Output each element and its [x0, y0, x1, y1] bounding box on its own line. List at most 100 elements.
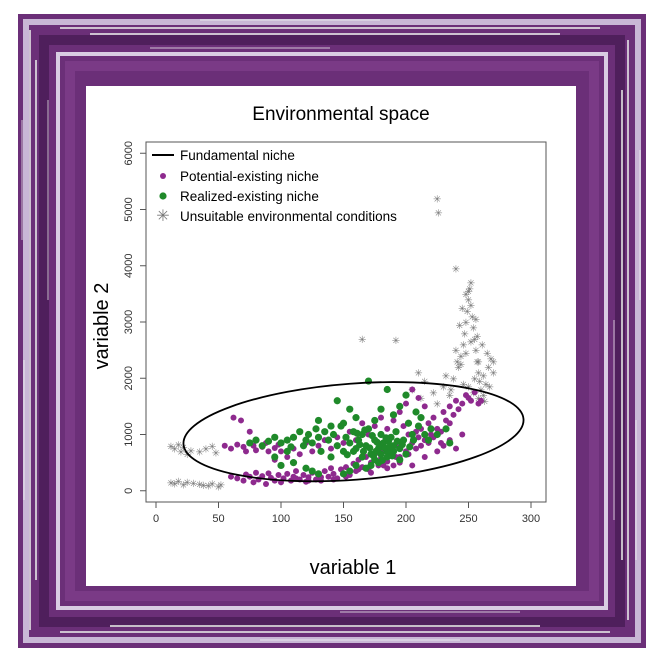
point-potential-existing-niche	[440, 442, 447, 449]
point-realized-existing-niche	[314, 416, 323, 425]
point-unsuitable-environmental-conditions: ✳	[464, 287, 472, 298]
y-tick-label: 0	[123, 488, 135, 494]
point-realized-existing-niche	[314, 433, 323, 441]
point-potential-existing-niche	[430, 414, 437, 421]
chart-title: Environmental space	[252, 104, 429, 125]
point-unsuitable-environmental-conditions: ✳	[183, 478, 191, 489]
legend-swatch-unsuitable: ✳	[156, 208, 169, 225]
point-realized-existing-niche	[304, 430, 313, 439]
point-unsuitable-environmental-conditions: ✳	[167, 442, 175, 453]
point-potential-existing-niche	[425, 420, 432, 427]
point-unsuitable-environmental-conditions: ✳	[392, 336, 400, 347]
point-unsuitable-environmental-conditions: ✳	[474, 369, 482, 380]
point-realized-existing-niche	[404, 419, 413, 427]
x-tick-label: 300	[522, 513, 540, 525]
point-unsuitable-environmental-conditions: ✳	[489, 357, 497, 368]
point-potential-existing-niche	[265, 448, 272, 455]
point-realized-existing-niche	[283, 436, 291, 444]
point-realized-existing-niche	[346, 467, 354, 475]
point-potential-existing-niche	[359, 420, 366, 427]
x-tick-label: 150	[334, 513, 352, 525]
point-potential-existing-niche	[418, 442, 424, 449]
point-unsuitable-environmental-conditions: ✳	[472, 346, 480, 357]
point-realized-existing-niche	[412, 408, 420, 416]
point-realized-existing-niche	[386, 443, 394, 451]
x-tick-label: 50	[212, 513, 224, 525]
point-unsuitable-environmental-conditions: ✳	[196, 447, 204, 458]
point-realized-existing-niche	[289, 459, 298, 467]
point-unsuitable-environmental-conditions: ✳	[481, 397, 489, 408]
point-unsuitable-environmental-conditions: ✳	[467, 301, 475, 312]
point-unsuitable-environmental-conditions: ✳	[462, 290, 470, 301]
point-potential-existing-niche	[284, 454, 291, 460]
point-potential-existing-niche	[328, 465, 334, 472]
point-unsuitable-environmental-conditions: ✳	[171, 445, 179, 456]
point-realized-existing-niche	[296, 428, 304, 436]
point-potential-existing-niche	[434, 448, 441, 455]
point-potential-existing-niche	[263, 481, 269, 487]
point-potential-existing-niche	[396, 409, 403, 415]
legend-swatch-potential-niche	[160, 173, 166, 179]
point-potential-existing-niche	[284, 470, 291, 477]
point-potential-existing-niche	[400, 423, 407, 430]
point-potential-existing-niche	[453, 397, 459, 404]
y-tick-label: 3000	[123, 310, 135, 334]
point-potential-existing-niche	[415, 434, 422, 441]
point-potential-existing-niche	[234, 475, 241, 482]
point-realized-existing-niche	[366, 444, 374, 452]
point-realized-existing-niche	[339, 470, 348, 478]
point-unsuitable-environmental-conditions: ✳	[449, 374, 457, 385]
point-realized-existing-niche	[383, 385, 391, 394]
point-potential-existing-niche	[221, 442, 228, 449]
point-unsuitable-environmental-conditions: ✳	[474, 357, 482, 368]
point-realized-existing-niche	[388, 452, 396, 460]
point-potential-existing-niche	[330, 470, 337, 477]
point-realized-existing-niche	[389, 411, 398, 419]
point-unsuitable-environmental-conditions: ✳	[476, 377, 484, 388]
y-tick-label: 2000	[123, 366, 135, 390]
y-axis: 0 1000 2000 3000 4000 5000 6000	[123, 141, 146, 494]
point-unsuitable-environmental-conditions: ✳	[457, 360, 465, 371]
point-realized-existing-niche	[402, 391, 410, 399]
point-unsuitable-environmental-conditions: ✳	[434, 208, 442, 219]
point-unsuitable-environmental-conditions: ✳	[462, 318, 470, 329]
point-unsuitable-environmental-conditions: ✳	[463, 307, 471, 318]
point-unsuitable-environmental-conditions: ✳	[459, 380, 467, 391]
point-realized-existing-niche	[339, 419, 348, 427]
point-unsuitable-environmental-conditions: ✳	[454, 363, 462, 374]
point-unsuitable-environmental-conditions: ✳	[484, 363, 492, 374]
point-unsuitable-environmental-conditions: ✳	[486, 383, 494, 394]
legend-swatch-realized-niche	[159, 192, 167, 200]
point-realized-existing-niche	[382, 434, 390, 442]
point-potential-existing-niche	[250, 479, 257, 486]
point-unsuitable-environmental-conditions: ✳	[467, 279, 475, 290]
point-potential-existing-niche	[275, 472, 282, 478]
point-realized-existing-niche	[356, 441, 364, 449]
point-realized-existing-niche	[252, 436, 260, 444]
point-realized-existing-niche	[271, 433, 279, 441]
point-realized-existing-niche	[277, 439, 285, 447]
point-unsuitable-environmental-conditions: ✳	[471, 335, 479, 346]
point-realized-existing-niche	[396, 456, 404, 464]
point-potential-existing-niche	[228, 445, 234, 452]
point-unsuitable-environmental-conditions: ✳	[456, 321, 464, 332]
point-realized-existing-niche	[324, 436, 333, 444]
point-potential-existing-niche	[296, 451, 303, 458]
point-realized-existing-niche	[258, 442, 266, 450]
point-realized-existing-niche	[329, 430, 338, 439]
point-potential-existing-niche	[300, 472, 307, 478]
point-unsuitable-environmental-conditions: ✳	[479, 391, 487, 402]
point-realized-existing-niche	[361, 426, 369, 434]
point-realized-existing-niche	[271, 453, 279, 461]
point-potential-existing-niche	[421, 403, 428, 410]
point-unsuitable-environmental-conditions: ✳	[473, 332, 481, 343]
point-potential-existing-niche	[371, 423, 378, 430]
point-unsuitable-environmental-conditions: ✳	[471, 374, 479, 385]
point-potential-existing-niche	[455, 406, 462, 413]
point-potential-existing-niche	[309, 448, 316, 455]
point-realized-existing-niche	[427, 425, 435, 433]
point-potential-existing-niche	[328, 445, 334, 452]
point-potential-existing-niche	[384, 425, 391, 432]
point-potential-existing-niche	[368, 469, 374, 476]
point-potential-existing-niche	[409, 386, 416, 393]
